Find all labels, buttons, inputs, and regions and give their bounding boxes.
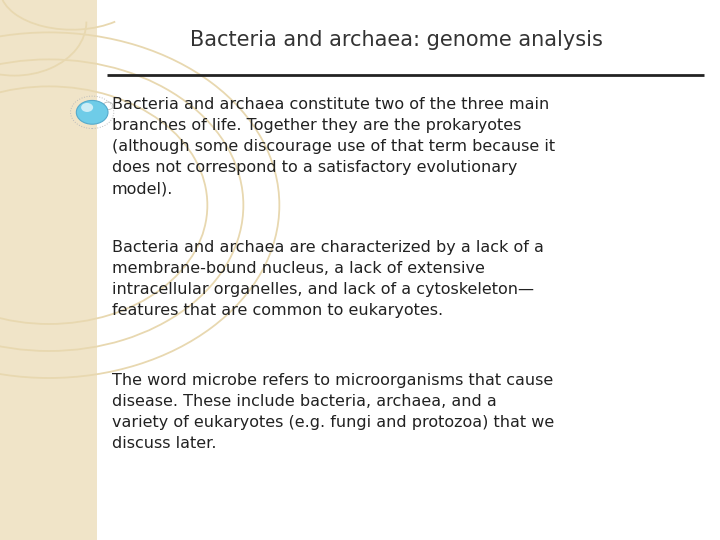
- Text: Bacteria and archaea are characterized by a lack of a
membrane-bound nucleus, a : Bacteria and archaea are characterized b…: [112, 240, 544, 318]
- FancyBboxPatch shape: [0, 0, 97, 540]
- Text: Bacteria and archaea constitute two of the three main
branches of life. Together: Bacteria and archaea constitute two of t…: [112, 97, 554, 196]
- Text: Bacteria and archaea: genome analysis: Bacteria and archaea: genome analysis: [189, 30, 603, 51]
- Text: The word microbe refers to microorganisms that cause
disease. These include bact: The word microbe refers to microorganism…: [112, 373, 554, 450]
- Circle shape: [81, 103, 93, 112]
- Circle shape: [76, 100, 108, 124]
